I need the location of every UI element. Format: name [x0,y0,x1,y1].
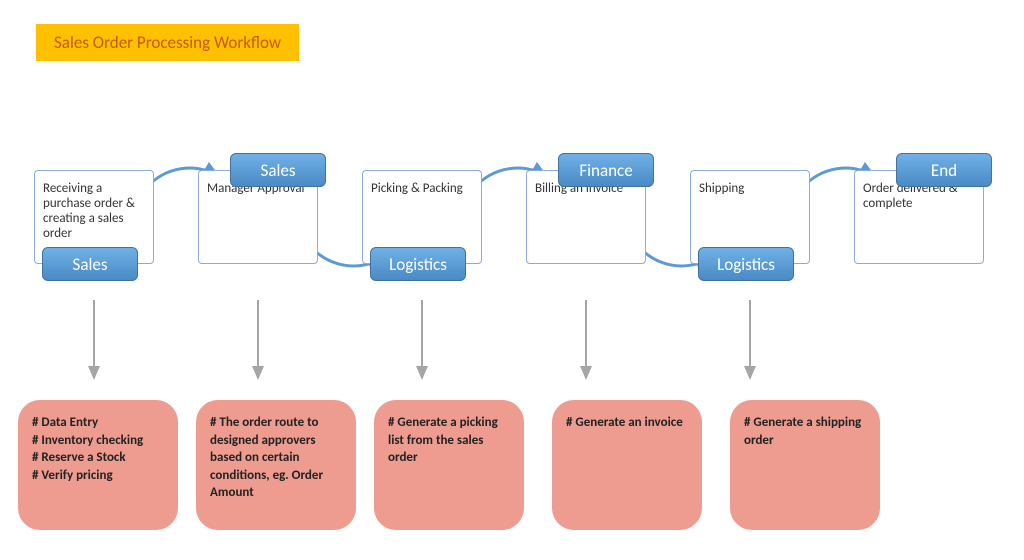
step2-note: # The order route to designed approvers … [196,400,356,530]
step6-dept-label: End [931,160,957,181]
step4-dept-label: Finance [579,160,632,181]
step3-text: Picking & Packing [371,181,473,196]
step6-dept-tag: End [896,153,992,187]
step3-dept-tag: Logistics [370,247,466,281]
page-title: Sales Order Processing Workflow [36,24,299,61]
step3-note: # Generate a picking list from the sales… [374,400,524,530]
step5-dept-label: Logistics [717,254,775,275]
step1-note-text: # Data Entry # Inventory checking # Rese… [32,414,164,484]
step4-dept-tag: Finance [558,153,654,187]
step1-text: Receiving a purchase order & creating a … [43,181,145,241]
step1-dept-tag: Sales [42,247,138,281]
step1-dept-label: Sales [73,254,108,275]
step2-note-text: # The order route to designed approvers … [210,414,342,502]
step2-dept-tag: Sales [230,153,326,187]
step2-dept-label: Sales [261,160,296,181]
step5-note-text: # Generate a shipping order [744,414,866,449]
step5-text: Shipping [699,181,801,196]
page-title-text: Sales Order Processing Workflow [54,32,281,53]
step5-dept-tag: Logistics [698,247,794,281]
step4-note: # Generate an invoice [552,400,702,530]
step3-dept-label: Logistics [389,254,447,275]
step4-note-text: # Generate an invoice [566,414,688,432]
step5-note: # Generate a shipping order [730,400,880,530]
step1-note: # Data Entry # Inventory checking # Rese… [18,400,178,530]
step3-note-text: # Generate a picking list from the sales… [388,414,510,467]
